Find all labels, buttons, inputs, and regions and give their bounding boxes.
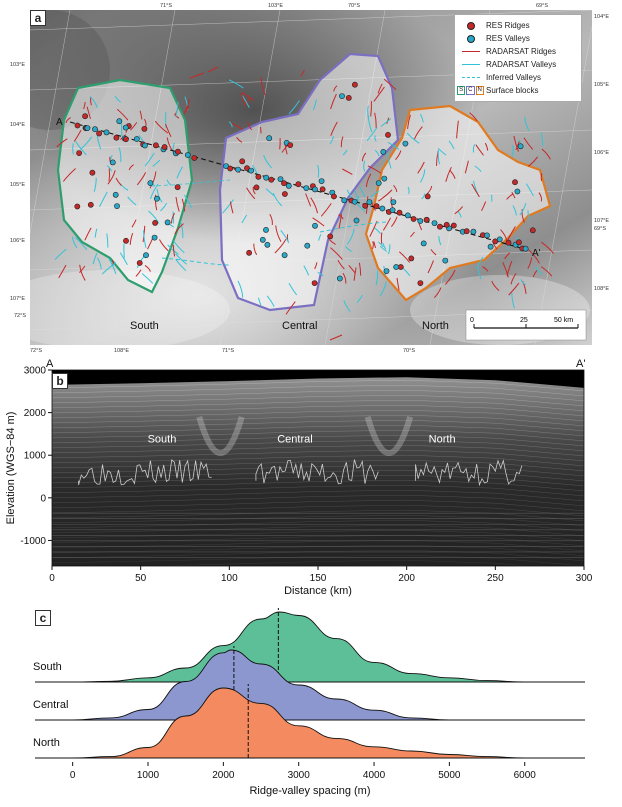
blue-dot-icon: [467, 34, 475, 43]
b-profile-end: A': [576, 358, 585, 370]
left-label-1: 104°E: [10, 122, 26, 128]
top-label-3: 69°S: [536, 3, 548, 9]
map-label-south: South: [130, 320, 159, 332]
left-label-4: 107°E: [10, 296, 26, 302]
b-ytick-label: -1000: [20, 536, 46, 547]
b-xtick-label: 0: [49, 573, 55, 584]
ridge-label-south: South: [33, 661, 62, 673]
c-xtick-label: 4000: [363, 770, 386, 781]
b-ytick-label: 1000: [24, 451, 47, 462]
left-label-2: 105°E: [10, 182, 26, 188]
ridge-label-central: Central: [33, 699, 68, 711]
map-label-north: North: [422, 320, 449, 332]
panel-c-tag: c: [35, 610, 51, 626]
bottom-label-0: 72°S: [30, 348, 42, 354]
c-xtick-label: 0: [70, 770, 76, 781]
map-text-labels: A A' South Central North: [56, 117, 541, 332]
right-label-2: 106°E: [594, 150, 610, 156]
surface-air-layer: [52, 370, 584, 388]
c-xtick-label: 3000: [288, 770, 311, 781]
c-xtick-label: 2000: [212, 770, 235, 781]
bottom-label-2: 71°S: [222, 348, 234, 354]
inferred-valleys: [161, 257, 231, 266]
left-label-5: 72°S: [14, 313, 26, 319]
left-label-0: 103°E: [10, 62, 26, 68]
dashed-line-icon: [462, 77, 480, 78]
central-block-outline: [218, 52, 400, 312]
scale-bar: 0 25 50 km: [465, 309, 587, 341]
b-xtick-label: 150: [310, 573, 327, 584]
right-label-4: 69°S: [594, 226, 606, 232]
legend-surface-blocks: S C N Surface blocks: [457, 86, 539, 95]
b-ytick-label: 0: [40, 493, 46, 504]
profile-start-label: A: [56, 117, 63, 128]
legend-radarsat-valleys: RADARSAT Valleys: [460, 58, 576, 71]
map-label-central: Central: [282, 320, 317, 332]
radargram-svg: South Central North 0 50 100 150 200 250 300 3000 2…: [5, 358, 593, 597]
bottom-label-1: 108°E: [114, 348, 130, 354]
cyan-line-icon: [462, 64, 480, 65]
panel-c-ridgeline: South Central North 0 1000 2000 3000 4000 5000 60…: [0, 604, 622, 802]
left-label-3: 106°E: [10, 238, 26, 244]
panel-b-tag: b: [52, 373, 68, 389]
bottom-label-3: 70°S: [403, 348, 415, 354]
inferred-valleys-3: [319, 221, 387, 233]
inferred-valleys-2: [149, 179, 231, 187]
right-label-3: 107°E: [594, 218, 610, 224]
scale-tick-25: 25: [520, 317, 528, 324]
b-ylabel: Elevation (WGS−84 m): [5, 412, 17, 525]
legend-radarsat-ridges: RADARSAT Ridges: [460, 45, 576, 58]
radargram-label-north: North: [429, 433, 456, 445]
ridge-north: [34, 687, 585, 759]
south-block-outline: [56, 78, 194, 294]
scale-tick-50: 50 km: [554, 317, 573, 324]
b-xtick-label: 200: [398, 573, 415, 584]
c-xtick-label: 5000: [438, 770, 461, 781]
ridgeline-svg: South Central North 0 1000 2000 3000 4000 5000 60…: [33, 608, 585, 797]
legend-res-ridges: RES Ridges: [460, 19, 576, 32]
top-label-2: 70°S: [348, 3, 360, 9]
map-border-labels: 71°S 103°E 70°S 69°S 72°S 108°E 71°S 70°…: [0, 0, 622, 360]
panel-a-tag: a: [30, 10, 46, 26]
c-xtick-label: 6000: [514, 770, 537, 781]
right-label-5: 108°E: [594, 286, 610, 292]
scale-tick-0: 0: [470, 317, 474, 324]
legend-res-valleys: RES Valleys: [460, 32, 576, 45]
legend-inferred-valleys: Inferred Valleys: [460, 71, 576, 84]
b-ytick-label: 2000: [24, 408, 47, 419]
res-points: [74, 81, 536, 286]
b-xtick-label: 300: [576, 573, 593, 584]
right-label-0: 104°E: [594, 14, 610, 20]
radargram-label-central: Central: [277, 433, 312, 445]
surface-blocks: [56, 52, 552, 312]
b-xtick-label: 100: [221, 573, 238, 584]
ridge-south: [34, 611, 585, 683]
b-profile-start: A: [46, 358, 54, 370]
red-line-icon: [462, 51, 480, 52]
b-ytick-label: 3000: [24, 366, 47, 377]
map-legend: RES Ridges RES Valleys RADARSAT Ridges R…: [454, 14, 582, 102]
c-xtick-label: 1000: [137, 770, 160, 781]
c-xlabel: Ridge-valley spacing (m): [249, 785, 370, 797]
ridge-label-north: North: [33, 737, 60, 749]
right-label-1: 105°E: [594, 82, 610, 88]
b-xtick-label: 50: [135, 573, 147, 584]
red-dot-icon: [467, 21, 475, 30]
top-label-1: 103°E: [268, 3, 284, 9]
b-xlabel: Distance (km): [284, 585, 352, 597]
panel-b-radargram: South Central North 0 50 100 150 200 250 300 3000 2…: [0, 354, 622, 604]
radargram-label-south: South: [148, 433, 177, 445]
top-label-0: 71°S: [160, 3, 172, 9]
ridge-central: [34, 649, 585, 721]
b-xtick-label: 250: [487, 573, 504, 584]
profile-end-label: A': [532, 248, 541, 259]
